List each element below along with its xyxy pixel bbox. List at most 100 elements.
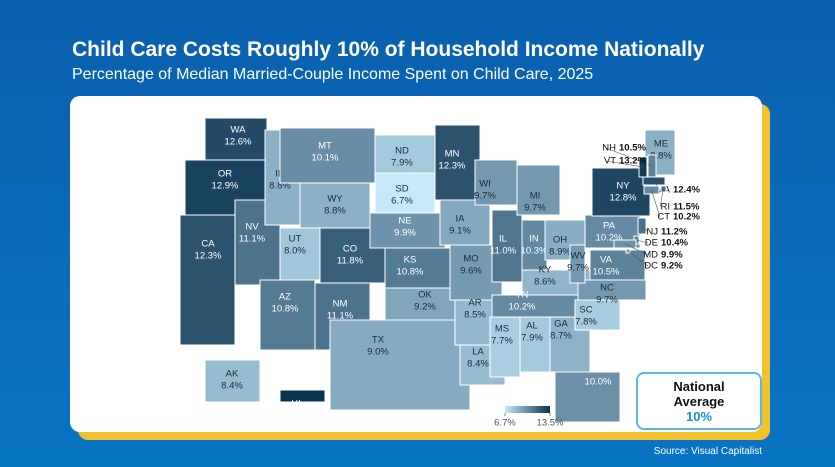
state (204, 117, 268, 164)
state-name: NH (602, 143, 616, 154)
state-value: 11.2% (661, 227, 688, 238)
leader-line (605, 160, 644, 168)
subtitle: Percentage of Median Married-Couple Inco… (72, 66, 594, 83)
state (574, 299, 621, 331)
state-name: ND (395, 146, 409, 157)
state-value: 11.8% (337, 256, 364, 267)
state-value: 9.6% (460, 266, 482, 277)
state-name: TN (516, 290, 529, 301)
state-name: WY (327, 194, 343, 205)
state-value: 9.7% (596, 295, 618, 306)
state-value: 9.2% (661, 261, 683, 272)
state (384, 247, 451, 289)
state-name: DC (644, 261, 658, 272)
state-name: VT (604, 156, 616, 167)
state-value: 12.3% (195, 251, 222, 262)
state-value: 13.2% (619, 156, 646, 167)
state (491, 294, 586, 318)
state (554, 371, 621, 423)
state-name: MO (463, 254, 478, 265)
state-value: 9.7% (524, 203, 546, 214)
state-name: WI (479, 179, 491, 190)
state-name: WA (231, 125, 247, 136)
state-name: ME (654, 139, 668, 150)
state-name: IL (499, 234, 507, 245)
state-value: 10.8% (272, 304, 299, 315)
colorbar (505, 406, 550, 413)
state-name: NY (616, 181, 630, 192)
state-value: 7.8% (575, 317, 597, 328)
state-name: IA (456, 214, 466, 225)
colorbar-label: 6.7% (494, 418, 516, 429)
state-value: 9.9% (661, 250, 683, 261)
state-name: DE (645, 238, 658, 249)
state-value: 8.4% (467, 359, 489, 370)
state-name: GA (554, 319, 568, 330)
state-value: 7.9% (521, 333, 543, 344)
state-value: 10.2% (509, 302, 536, 313)
state-value: 8.8% (650, 151, 672, 162)
national-average-box: National Average 10% (636, 372, 762, 430)
state (204, 359, 261, 403)
state-value: 10.2% (596, 233, 623, 244)
state (374, 134, 436, 174)
state-value: 12.3% (439, 161, 466, 172)
state-value: 8.8% (324, 206, 346, 217)
title: Child Care Costs Roughly 10% of Househol… (72, 38, 705, 61)
state-name: NE (398, 216, 411, 227)
state (279, 127, 376, 184)
state-value: 10.3% (521, 246, 548, 257)
state-name: KY (539, 265, 552, 276)
state-value: 10.5% (593, 267, 620, 278)
state (279, 389, 326, 403)
state (569, 244, 586, 284)
state (434, 124, 481, 201)
state-name: OH (553, 235, 567, 246)
state-value: 8.4% (221, 381, 243, 392)
state-value: 10.1% (312, 153, 339, 164)
state (374, 172, 436, 214)
map: WA12.6%OR12.9%CA12.3%NV11.1%ID8.8%MT10.1… (179, 117, 700, 429)
state-name: LA (472, 347, 484, 358)
state-value: 10.8% (397, 267, 424, 278)
map-panel: WA12.6%OR12.9%CA12.3%NV11.1%ID8.8%MT10.1… (70, 96, 762, 432)
state (299, 182, 371, 229)
source: Source: Visual Capitalist (653, 446, 762, 457)
state-value: 10.5% (619, 143, 646, 154)
state-name: AZ (279, 292, 291, 303)
state (589, 249, 646, 281)
state-value: 8.6% (534, 277, 556, 288)
state (329, 319, 471, 411)
state-value: 9.9% (394, 228, 416, 239)
state-value: 9.2% (414, 302, 436, 313)
state-name: CT (657, 212, 670, 223)
state-name: HI (291, 399, 301, 410)
state (279, 227, 321, 281)
state-value: 8.8% (269, 181, 291, 192)
state (259, 279, 316, 351)
state-name: PA (603, 221, 616, 232)
state (179, 214, 236, 346)
state-name: IN (529, 234, 539, 245)
state-value: 9.7% (567, 263, 589, 274)
state-value: 8.7% (550, 331, 572, 342)
state-value: 13.5% (283, 411, 310, 422)
state-value: 8.5% (464, 310, 486, 321)
state-value: 9.0% (367, 347, 389, 358)
state-name: NJ (646, 227, 658, 238)
state-name: TX (372, 335, 385, 346)
leader-line (651, 189, 661, 218)
state-value: 12.9% (212, 181, 239, 192)
state (474, 159, 518, 206)
state-name: WV (570, 251, 586, 262)
national-average-value: 10% (685, 409, 713, 424)
state-name: MD (643, 250, 658, 261)
state-name: FL (592, 365, 603, 376)
state-name: UT (289, 234, 302, 245)
state (369, 212, 446, 249)
leader-line (636, 239, 649, 244)
state (439, 199, 491, 246)
state-value: 10.0% (585, 377, 612, 388)
state-value: 6.7% (391, 196, 413, 207)
